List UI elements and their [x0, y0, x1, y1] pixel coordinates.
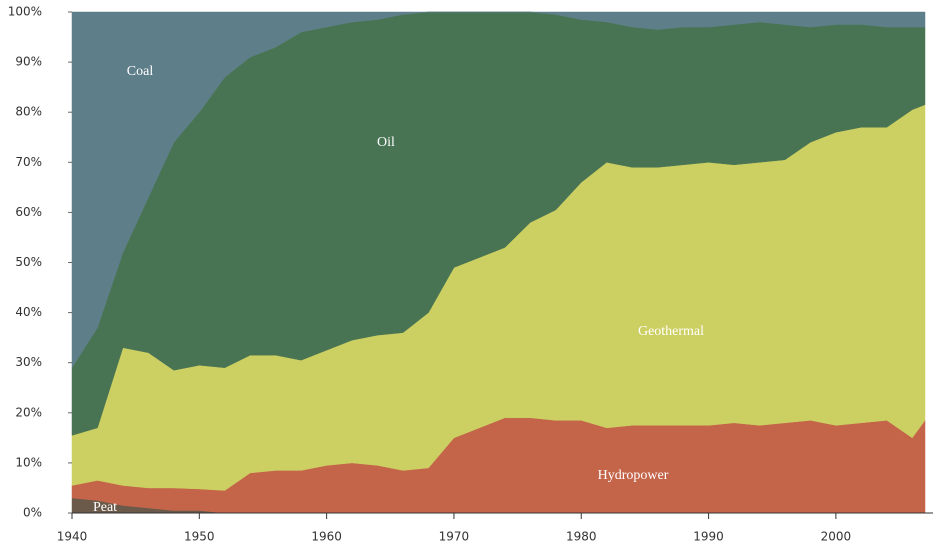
series-label: Oil: [377, 135, 395, 150]
area: [71, 11, 926, 369]
series-label: Hydropower: [598, 468, 669, 483]
x-tick-label: 1950: [184, 530, 215, 544]
x-tick-label: 1940: [57, 530, 88, 544]
y-tick-label: 100%: [8, 5, 42, 19]
y-tick-label: 20%: [15, 405, 42, 419]
series-label: Geothermal: [638, 324, 704, 339]
y-tick-label: 60%: [15, 205, 42, 219]
y-tick-label: 90%: [15, 55, 42, 69]
y-tick-label: 30%: [15, 355, 42, 369]
x-tick-label: 1970: [439, 530, 470, 544]
y-tick-label: 10%: [15, 455, 42, 469]
y-tick-label: 0%: [23, 506, 42, 520]
x-tick-label: 2000: [821, 530, 852, 544]
x-tick-label: 1960: [311, 530, 342, 544]
x-tick-label: 1980: [566, 530, 597, 544]
y-tick-label: 80%: [15, 105, 42, 119]
y-tick-label: 50%: [15, 255, 42, 269]
y-tick-label: 40%: [15, 305, 42, 319]
y-tick-label: 70%: [15, 155, 42, 169]
series-label: Coal: [127, 64, 154, 79]
x-tick-label: 1990: [693, 530, 724, 544]
series-label: Peat: [93, 500, 117, 515]
